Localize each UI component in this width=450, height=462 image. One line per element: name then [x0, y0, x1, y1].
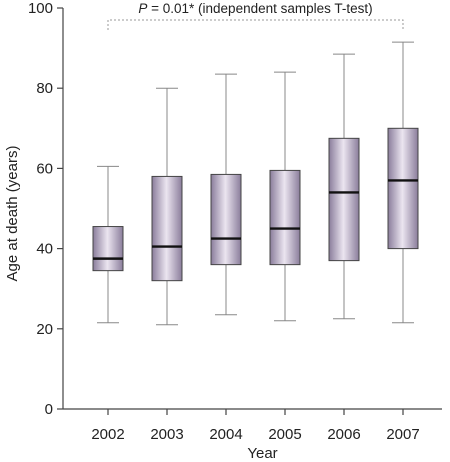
x-tick-label: 2003 — [150, 426, 183, 443]
iqr-box — [151, 175, 183, 282]
box-2002 — [92, 165, 124, 324]
iqr-box — [210, 173, 242, 266]
y-axis: 0 20 40 60 80 100 — [28, 0, 64, 418]
significance-label: P = 0.01* (independent samples T-test) — [138, 1, 372, 16]
x-tick-label: 2004 — [209, 426, 242, 443]
y-tick-label: 60 — [36, 160, 53, 177]
x-tick-label: 2005 — [268, 426, 301, 443]
box-2003 — [151, 87, 183, 326]
x-tick-label: 2002 — [91, 426, 124, 443]
y-axis-label: Age at death (years) — [4, 146, 21, 282]
iqr-box — [328, 137, 360, 262]
y-tick-label: 20 — [36, 321, 53, 338]
p-value-text: = 0.01* (independent samples T-test) — [147, 1, 372, 16]
significance-annotation: P = 0.01* (independent samples T-test) — [107, 1, 404, 30]
y-tick-label: 40 — [36, 241, 53, 258]
iqr-box — [387, 127, 419, 250]
box-2005 — [269, 71, 301, 322]
x-tick-label: 2006 — [327, 426, 360, 443]
significance-bracket — [107, 19, 404, 30]
x-axis-label: Year — [247, 445, 277, 462]
y-tick-label: 80 — [36, 80, 53, 97]
box-2006 — [328, 53, 360, 320]
p-symbol: P — [138, 1, 147, 16]
x-axis: 2002 2003 2004 2005 2006 2007 — [63, 408, 442, 443]
iqr-box — [92, 226, 124, 272]
y-tick-label: 0 — [45, 401, 53, 418]
x-tick-label: 2007 — [386, 426, 419, 443]
box-2004 — [210, 73, 242, 316]
iqr-box — [269, 169, 301, 266]
boxes-group — [92, 41, 419, 326]
box-2007 — [387, 41, 419, 324]
y-tick-label: 100 — [28, 0, 53, 17]
